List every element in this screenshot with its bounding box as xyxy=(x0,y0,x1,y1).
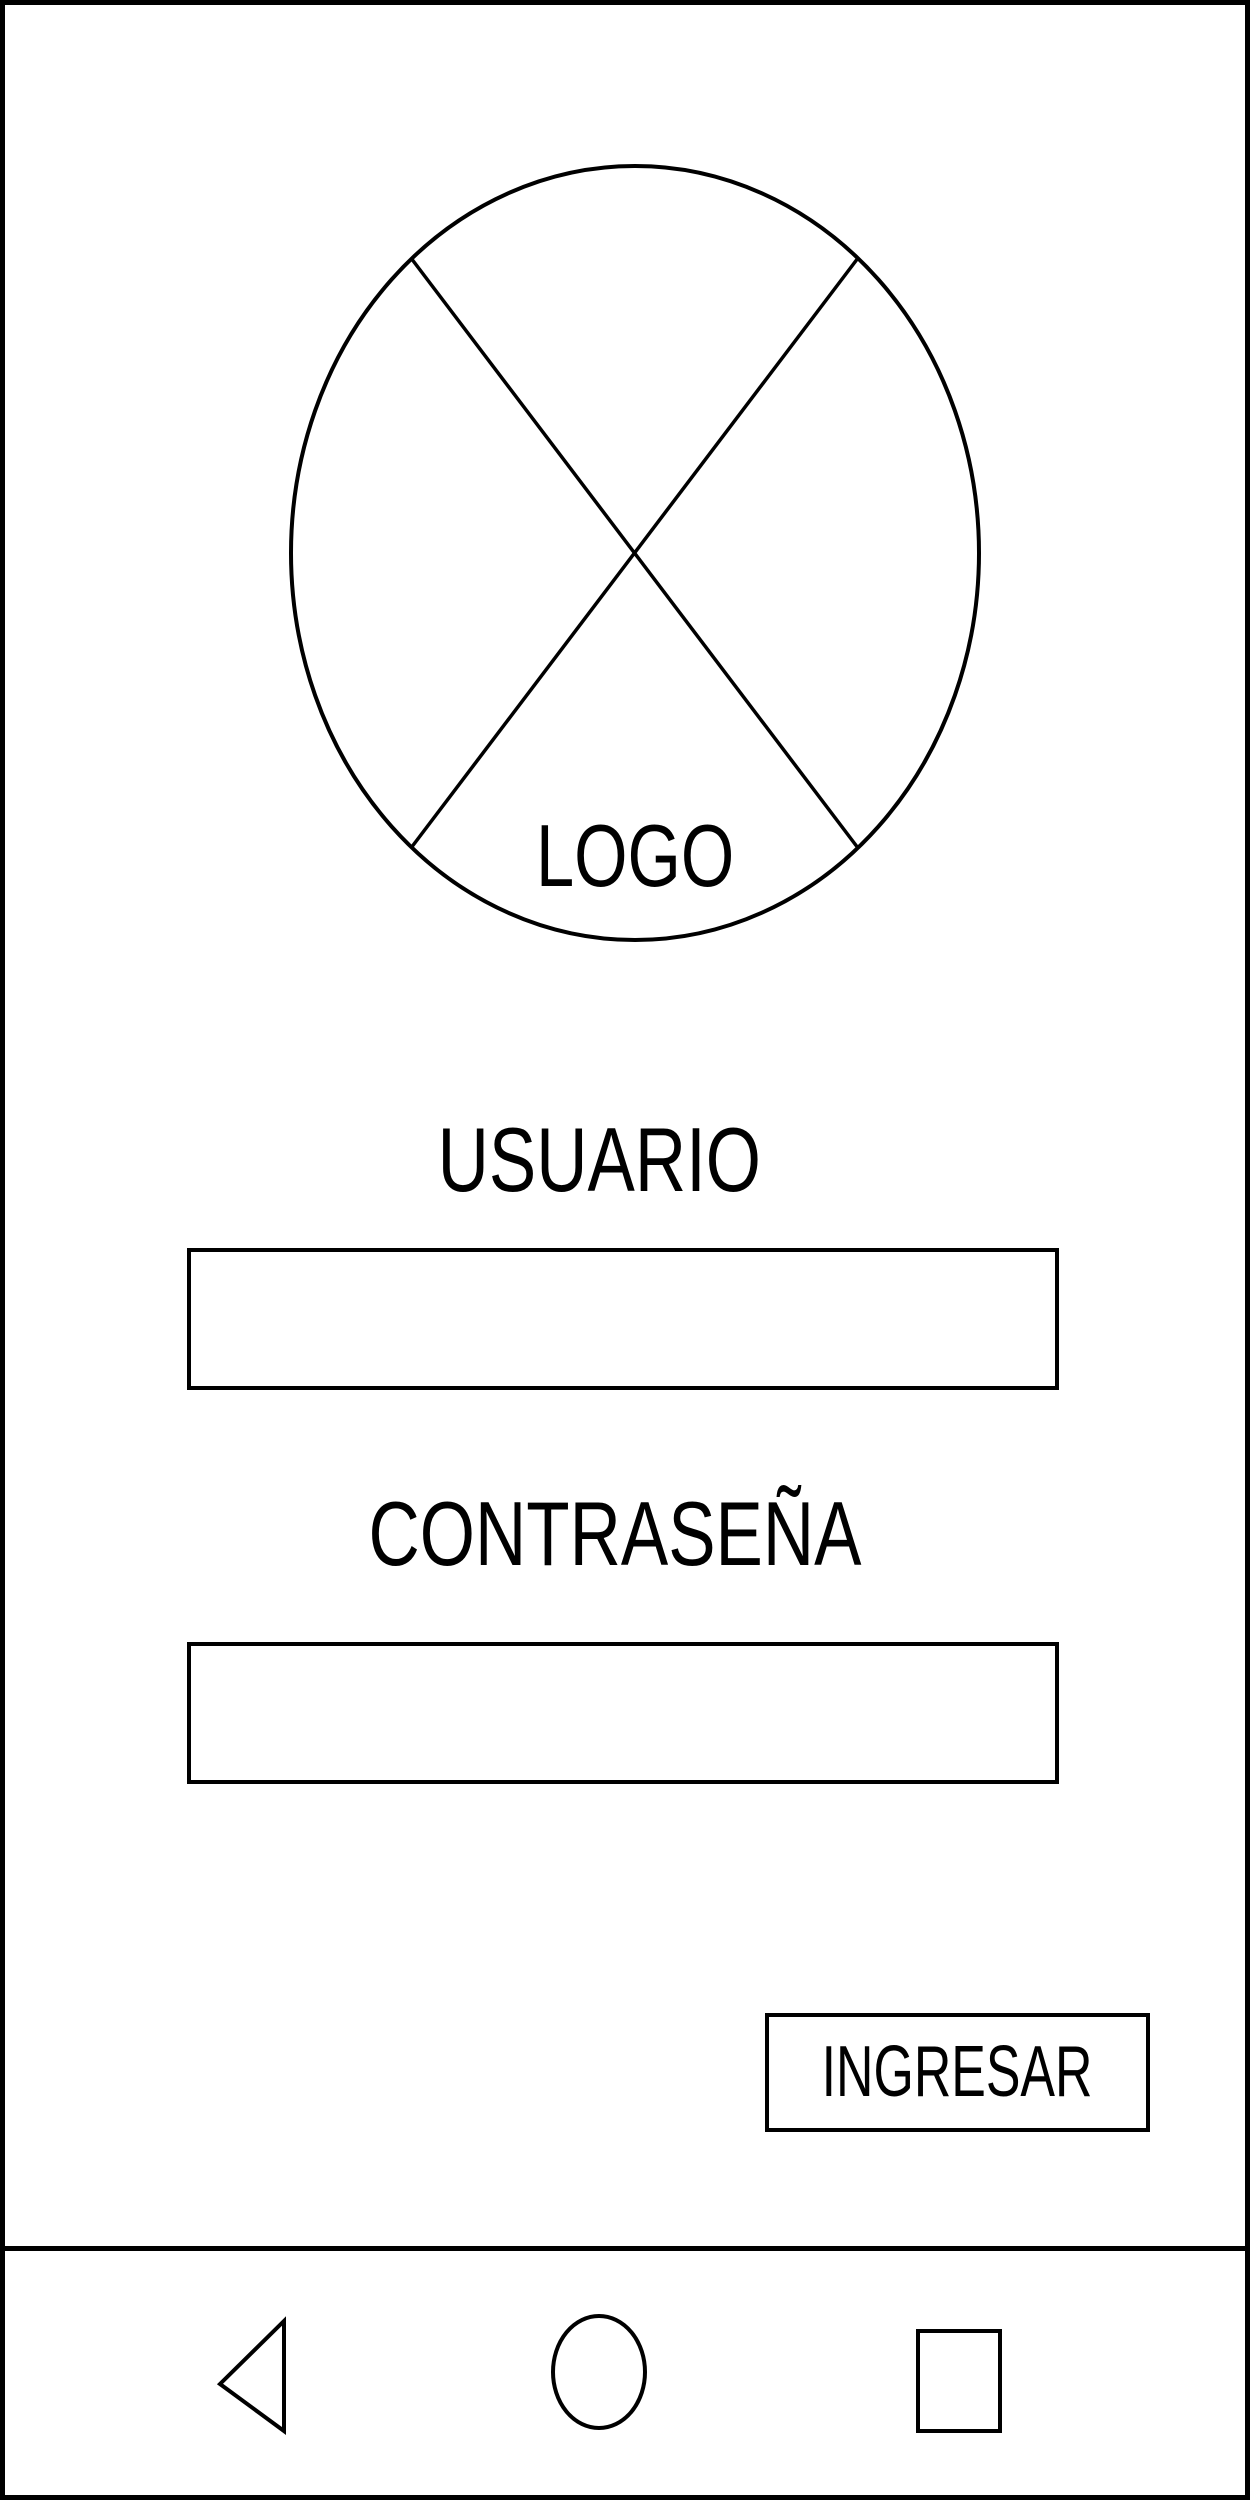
password-label: CONTRASEÑA xyxy=(265,1480,965,1590)
username-input[interactable] xyxy=(187,1248,1059,1390)
logo-label: LOGO xyxy=(435,806,835,906)
logo-placeholder-cross-line xyxy=(409,256,860,850)
username-label-text: USUARIO xyxy=(437,1110,761,1211)
logo-placeholder-cross-line xyxy=(409,256,860,850)
logo-label-text: LOGO xyxy=(535,806,735,905)
nav-home-button[interactable] xyxy=(543,2306,655,2438)
home-circle-icon xyxy=(551,2314,647,2430)
password-input[interactable] xyxy=(187,1642,1059,1784)
navigation-bar xyxy=(0,2246,1250,2500)
login-submit-button[interactable]: INGRESAR xyxy=(765,2013,1150,2132)
nav-recents-button[interactable] xyxy=(898,2311,1020,2451)
username-label: USUARIO xyxy=(299,1106,899,1216)
password-label-text: CONTRASEÑA xyxy=(368,1484,862,1585)
nav-back-button[interactable] xyxy=(200,2301,304,2451)
recents-square-icon xyxy=(916,2329,1002,2433)
back-triangle-icon xyxy=(216,2316,286,2435)
login-submit-label: INGRESAR xyxy=(822,2032,1093,2112)
